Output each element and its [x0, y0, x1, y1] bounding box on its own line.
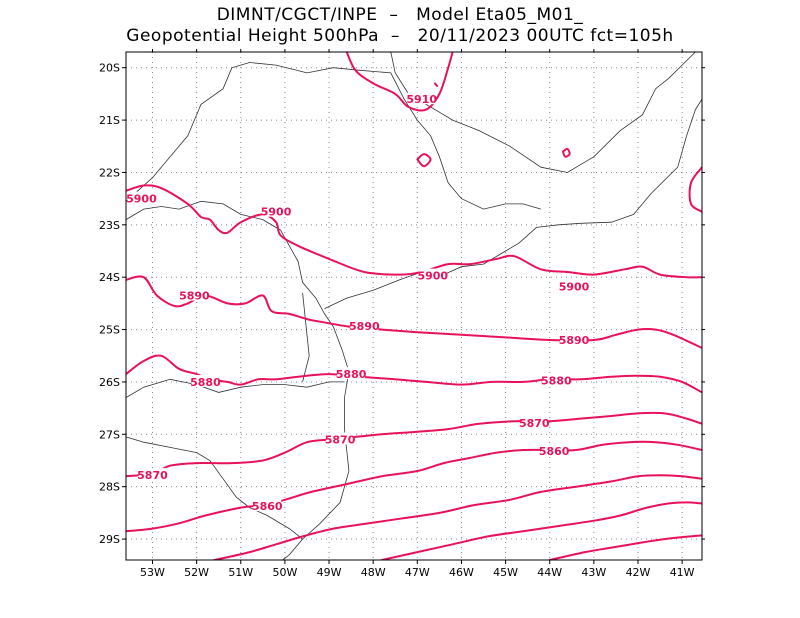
- y-tick-label: 22S: [99, 166, 120, 179]
- contour-label-bg: [350, 318, 379, 331]
- contour-5900: [126, 184, 702, 279]
- contour-label: 5900: [559, 281, 590, 294]
- x-tick-label: 41W: [670, 566, 695, 579]
- contour-label-bg: [407, 92, 436, 105]
- contour-label: 5910: [406, 93, 437, 106]
- contour-label-bg: [191, 374, 220, 387]
- axis-tick-layer: 53W 52W 51W 50W 49W 48W 47W 46W 45W 44W 43W 42W 41W 2…: [99, 49, 705, 579]
- contour-label-bg: [540, 444, 569, 457]
- contour-label: 5870: [519, 417, 550, 430]
- y-tick-label: 23S: [99, 219, 120, 232]
- contour-label: 5870: [325, 434, 356, 447]
- contour-5890: [126, 275, 702, 349]
- coastline: [126, 436, 303, 540]
- y-tick-label: 28S: [99, 481, 120, 494]
- x-tick-label: 52W: [184, 566, 209, 579]
- contour-label-bg: [262, 204, 291, 217]
- x-tick-label: 46W: [449, 566, 474, 579]
- coastline: [324, 98, 702, 309]
- map-frame: [125, 51, 703, 561]
- contour-5830: [548, 534, 702, 560]
- contour-5910: [416, 153, 432, 168]
- coastline: [231, 62, 542, 210]
- coastline: [126, 378, 345, 398]
- y-tick-label: 20S: [99, 62, 120, 75]
- contour-label-bg: [180, 288, 209, 301]
- x-tick-label: 43W: [581, 566, 606, 579]
- contour-label-bg: [337, 367, 366, 380]
- contour-label-bg: [560, 279, 588, 292]
- contour-label: 5890: [349, 320, 380, 333]
- contour-label: 5900: [417, 270, 448, 283]
- y-tick-label: 29S: [99, 533, 120, 546]
- contour-label: 5880: [336, 368, 367, 381]
- title-line-1: DIMNT/CGCT/INPE – Model Eta05_M01_: [216, 5, 584, 25]
- contour-5910: [562, 147, 571, 158]
- contour-label: 5890: [559, 334, 590, 347]
- contour-label: 5870: [137, 469, 168, 482]
- contour-label-bg: [418, 268, 447, 281]
- y-tick-label: 26S: [99, 376, 120, 389]
- coastline: [126, 67, 233, 202]
- contour-5860: [126, 440, 702, 533]
- x-tick-label: 51W: [228, 566, 253, 579]
- x-tick-label: 47W: [405, 566, 430, 579]
- y-tick-label: 25S: [99, 324, 120, 337]
- coastline-layer: [126, 52, 702, 560]
- coastline: [452, 52, 696, 173]
- contour-label: 5860: [252, 500, 283, 513]
- contour-label-bg: [520, 415, 549, 428]
- contour-label: 5860: [539, 445, 570, 458]
- contour-label-bg: [138, 468, 167, 481]
- contour-label-bg: [253, 499, 282, 512]
- contour-5910: [433, 82, 439, 88]
- contour-5850: [213, 474, 702, 560]
- contour-label-bg: [326, 432, 355, 445]
- contour-5870: [126, 411, 702, 478]
- x-tick-label: 48W: [361, 566, 386, 579]
- contour-label: 5890: [179, 290, 210, 303]
- y-tick-label: 27S: [99, 428, 120, 441]
- y-tick-label: 24S: [99, 271, 120, 284]
- contour-label-bg: [560, 333, 588, 346]
- contour-label-layer: 5910 5900 5900 5900 5900 5890 5890 5890 5880 5880…: [126, 92, 590, 513]
- y-tick-label: 21S: [99, 114, 120, 127]
- grid-layer: [126, 52, 702, 560]
- x-tick-label: 42W: [626, 566, 651, 579]
- x-tick-label: 49W: [317, 566, 342, 579]
- x-tick-label: 45W: [493, 566, 518, 579]
- contour-layer: [126, 52, 702, 560]
- x-tick-label: 53W: [140, 566, 165, 579]
- contour-label: 5880: [541, 374, 572, 387]
- contour-5840: [381, 501, 702, 560]
- contour-label: 5900: [126, 193, 157, 206]
- coastline: [126, 200, 334, 328]
- contour-label: 5900: [261, 206, 292, 219]
- contour-label: 5880: [190, 376, 221, 389]
- title-line-2: Geopotential Height 500hPa – 20/11/2023 …: [126, 26, 674, 46]
- contour-5910: [345, 52, 454, 112]
- x-tick-label: 50W: [272, 566, 297, 579]
- x-tick-label: 44W: [537, 566, 562, 579]
- coastline: [302, 292, 310, 382]
- contour-5910: [688, 166, 702, 213]
- contour-label-bg: [127, 191, 156, 204]
- contour-label-bg: [542, 373, 571, 386]
